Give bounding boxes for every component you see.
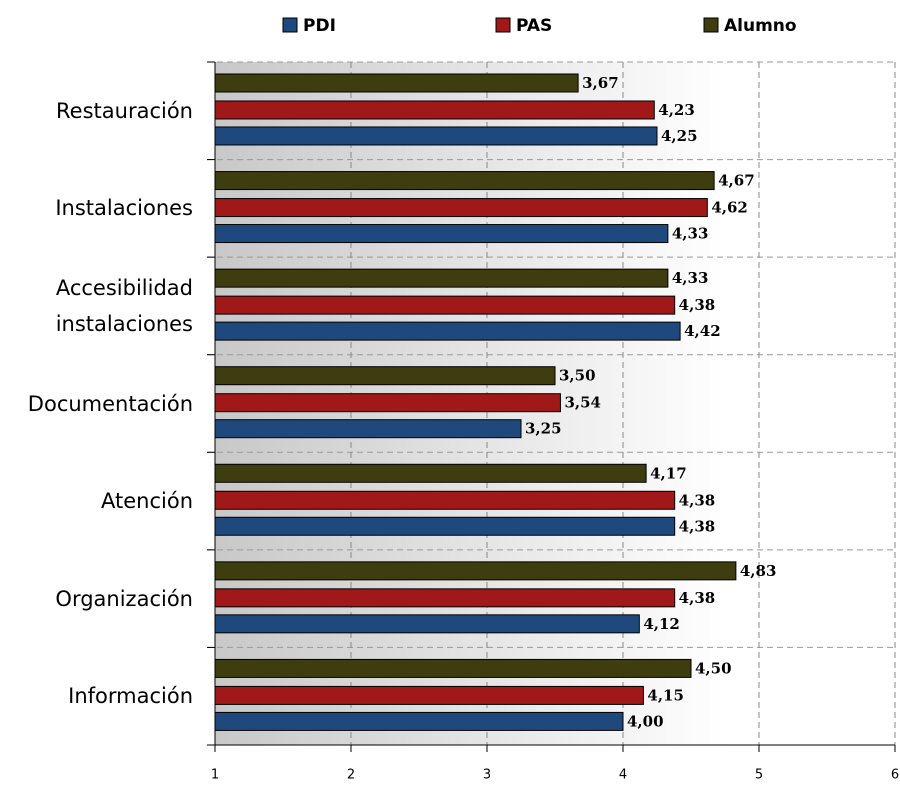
bar bbox=[214, 366, 556, 386]
bar bbox=[214, 419, 522, 439]
bar bbox=[214, 561, 737, 581]
bar bbox=[214, 490, 676, 510]
value-label: 4,12 bbox=[643, 615, 680, 633]
legend-label: PDI bbox=[303, 16, 336, 36]
value-label: 4,50 bbox=[695, 659, 732, 677]
bar bbox=[214, 685, 644, 705]
value-label: 4,67 bbox=[718, 172, 755, 190]
value-label: 4,38 bbox=[679, 491, 716, 509]
value-label: 4,15 bbox=[647, 686, 684, 704]
bar bbox=[214, 224, 669, 244]
y-tick-label: Accesibilidad instalaciones bbox=[55, 275, 193, 336]
value-label: 4,17 bbox=[650, 464, 687, 482]
bar bbox=[214, 393, 561, 413]
bar bbox=[214, 588, 676, 608]
value-label: 3,50 bbox=[559, 367, 596, 385]
bar bbox=[214, 321, 681, 341]
value-label: 4,83 bbox=[740, 562, 777, 580]
x-tick-label: 1 bbox=[211, 768, 219, 783]
y-tick-label: Información bbox=[68, 684, 193, 709]
bar bbox=[214, 198, 708, 218]
bar bbox=[214, 100, 655, 120]
value-label: 3,54 bbox=[564, 394, 601, 412]
y-tick-label: Restauración bbox=[56, 98, 193, 123]
value-label: 3,25 bbox=[525, 420, 562, 438]
bar bbox=[214, 73, 579, 93]
legend-swatch bbox=[282, 17, 298, 33]
legend-swatch bbox=[703, 17, 719, 33]
bar bbox=[214, 126, 658, 146]
x-tick-label: 5 bbox=[755, 768, 763, 783]
x-tick-label: 6 bbox=[891, 768, 899, 783]
x-tick-label: 4 bbox=[619, 768, 627, 783]
x-tick-label: 3 bbox=[483, 768, 491, 783]
value-label: 4,38 bbox=[679, 296, 716, 314]
value-label: 4,42 bbox=[684, 322, 721, 340]
bar bbox=[214, 614, 640, 634]
bar bbox=[214, 711, 624, 731]
value-label: 4,33 bbox=[672, 269, 709, 287]
legend-label: PAS bbox=[516, 16, 552, 36]
value-label: 4,62 bbox=[711, 199, 748, 217]
value-label: 3,67 bbox=[582, 74, 619, 92]
y-tick-label: Organización bbox=[55, 586, 193, 611]
value-label: 4,33 bbox=[672, 225, 709, 243]
bar bbox=[214, 171, 715, 191]
legend-swatch bbox=[495, 17, 511, 33]
x-tick-label: 2 bbox=[347, 768, 355, 783]
value-label: 4,25 bbox=[661, 127, 698, 145]
value-label: 4,38 bbox=[679, 589, 716, 607]
bar bbox=[214, 658, 692, 678]
value-label: 4,38 bbox=[679, 517, 716, 535]
y-tick-label: Documentación bbox=[27, 391, 193, 416]
legend-label: Alumno bbox=[724, 16, 797, 36]
bar bbox=[214, 463, 647, 483]
value-label: 4,00 bbox=[627, 712, 664, 730]
bar bbox=[214, 268, 669, 288]
value-label: 4,23 bbox=[658, 101, 695, 119]
y-tick-label: Instalaciones bbox=[55, 196, 193, 221]
bar bbox=[214, 295, 676, 315]
bar bbox=[214, 516, 676, 536]
y-tick-label: Atención bbox=[101, 489, 193, 514]
